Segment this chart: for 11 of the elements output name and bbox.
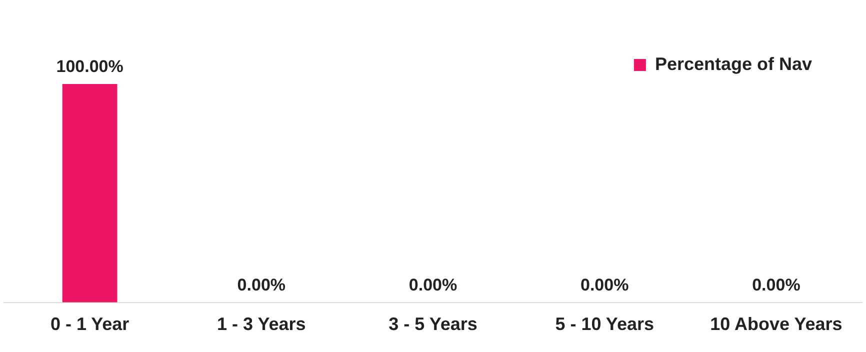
x-tick-label: 10 Above Years — [710, 314, 842, 334]
x-tick-label: 3 - 5 Years — [388, 314, 478, 334]
data-label: 0.00% — [580, 276, 629, 295]
x-tick-label: 5 - 10 Years — [555, 314, 654, 334]
x-tick-label: 0 - 1 Year — [50, 314, 130, 334]
data-label: 0.00% — [752, 276, 800, 295]
data-label: 0.00% — [408, 276, 458, 295]
data-label: 100.00% — [56, 57, 124, 76]
legend-label: Percentage of Nav — [654, 54, 812, 74]
data-label: 0.00% — [237, 276, 286, 295]
x-tick-label: 1 - 3 Years — [217, 314, 306, 334]
